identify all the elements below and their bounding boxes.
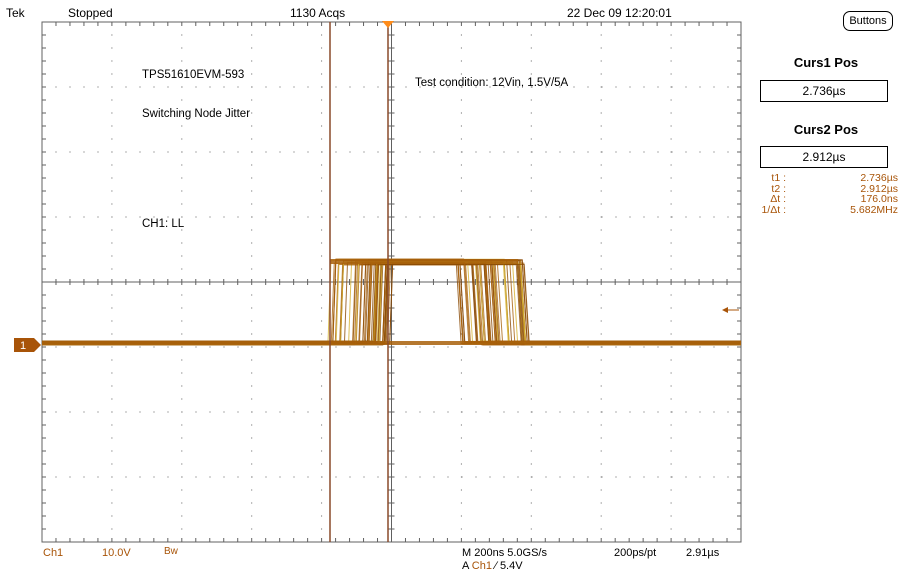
horizontal-scale[interactable]: M 200ns 5.0GS/s — [462, 547, 547, 559]
measurement-title: Switching Node Jitter — [142, 108, 250, 120]
tek-logo: Tek — [6, 6, 25, 20]
date-time: 22 Dec 09 12:20:01 — [567, 6, 672, 20]
readout-frequency: 1/Δt :5.682MHz — [761, 203, 898, 216]
horizontal-position[interactable]: 2.91µs — [686, 547, 720, 559]
cursor1-position-value[interactable]: 2.736µs — [760, 80, 888, 102]
buttons-button[interactable]: Buttons — [843, 11, 893, 31]
test-condition-label: Test condition: 12Vin, 1.5V/5A — [415, 77, 569, 89]
cursor-readouts: t1 :2.736µs t2 :2.912µs Δt :176.0ns 1/Δt… — [758, 173, 900, 215]
vertical-scale[interactable]: 10.0V — [102, 547, 131, 559]
trigger-source: Ch1 — [471, 560, 492, 572]
cursor2-position-title: Curs2 Pos — [793, 122, 859, 137]
readout-t1: t1 :2.736µs — [771, 172, 898, 184]
ch1-waveform — [42, 258, 741, 346]
cursor1-position-title: Curs1 Pos — [793, 55, 859, 70]
acquisition-count: 1130 Acqs — [290, 6, 346, 20]
ch1-marker-label: 1 — [20, 340, 26, 352]
trigger-level-arrow — [722, 307, 739, 313]
trigger-readout[interactable]: A Ch1 ∕ 5.4V — [462, 560, 523, 572]
record-rate: 200ps/pt — [614, 547, 657, 559]
channel-note: CH1: LL — [142, 218, 185, 230]
acquisition-status: Stopped — [68, 6, 113, 20]
readout-delta-t: Δt :176.0ns — [770, 193, 898, 205]
trigger-position-marker — [382, 21, 394, 28]
readout-t2: t2 :2.912µs — [771, 182, 898, 195]
trigger-prefix: A — [462, 560, 469, 572]
ch1-ground-marker[interactable]: 1 — [14, 338, 41, 352]
channel-name[interactable]: Ch1 — [43, 547, 64, 559]
bandwidth-limit-indicator: Bw — [164, 546, 178, 557]
board-label: TPS51610EVM-593 — [142, 69, 244, 81]
trigger-level: ∕ 5.4V — [495, 560, 523, 572]
cursor2-position-value[interactable]: 2.912µs — [760, 146, 888, 168]
